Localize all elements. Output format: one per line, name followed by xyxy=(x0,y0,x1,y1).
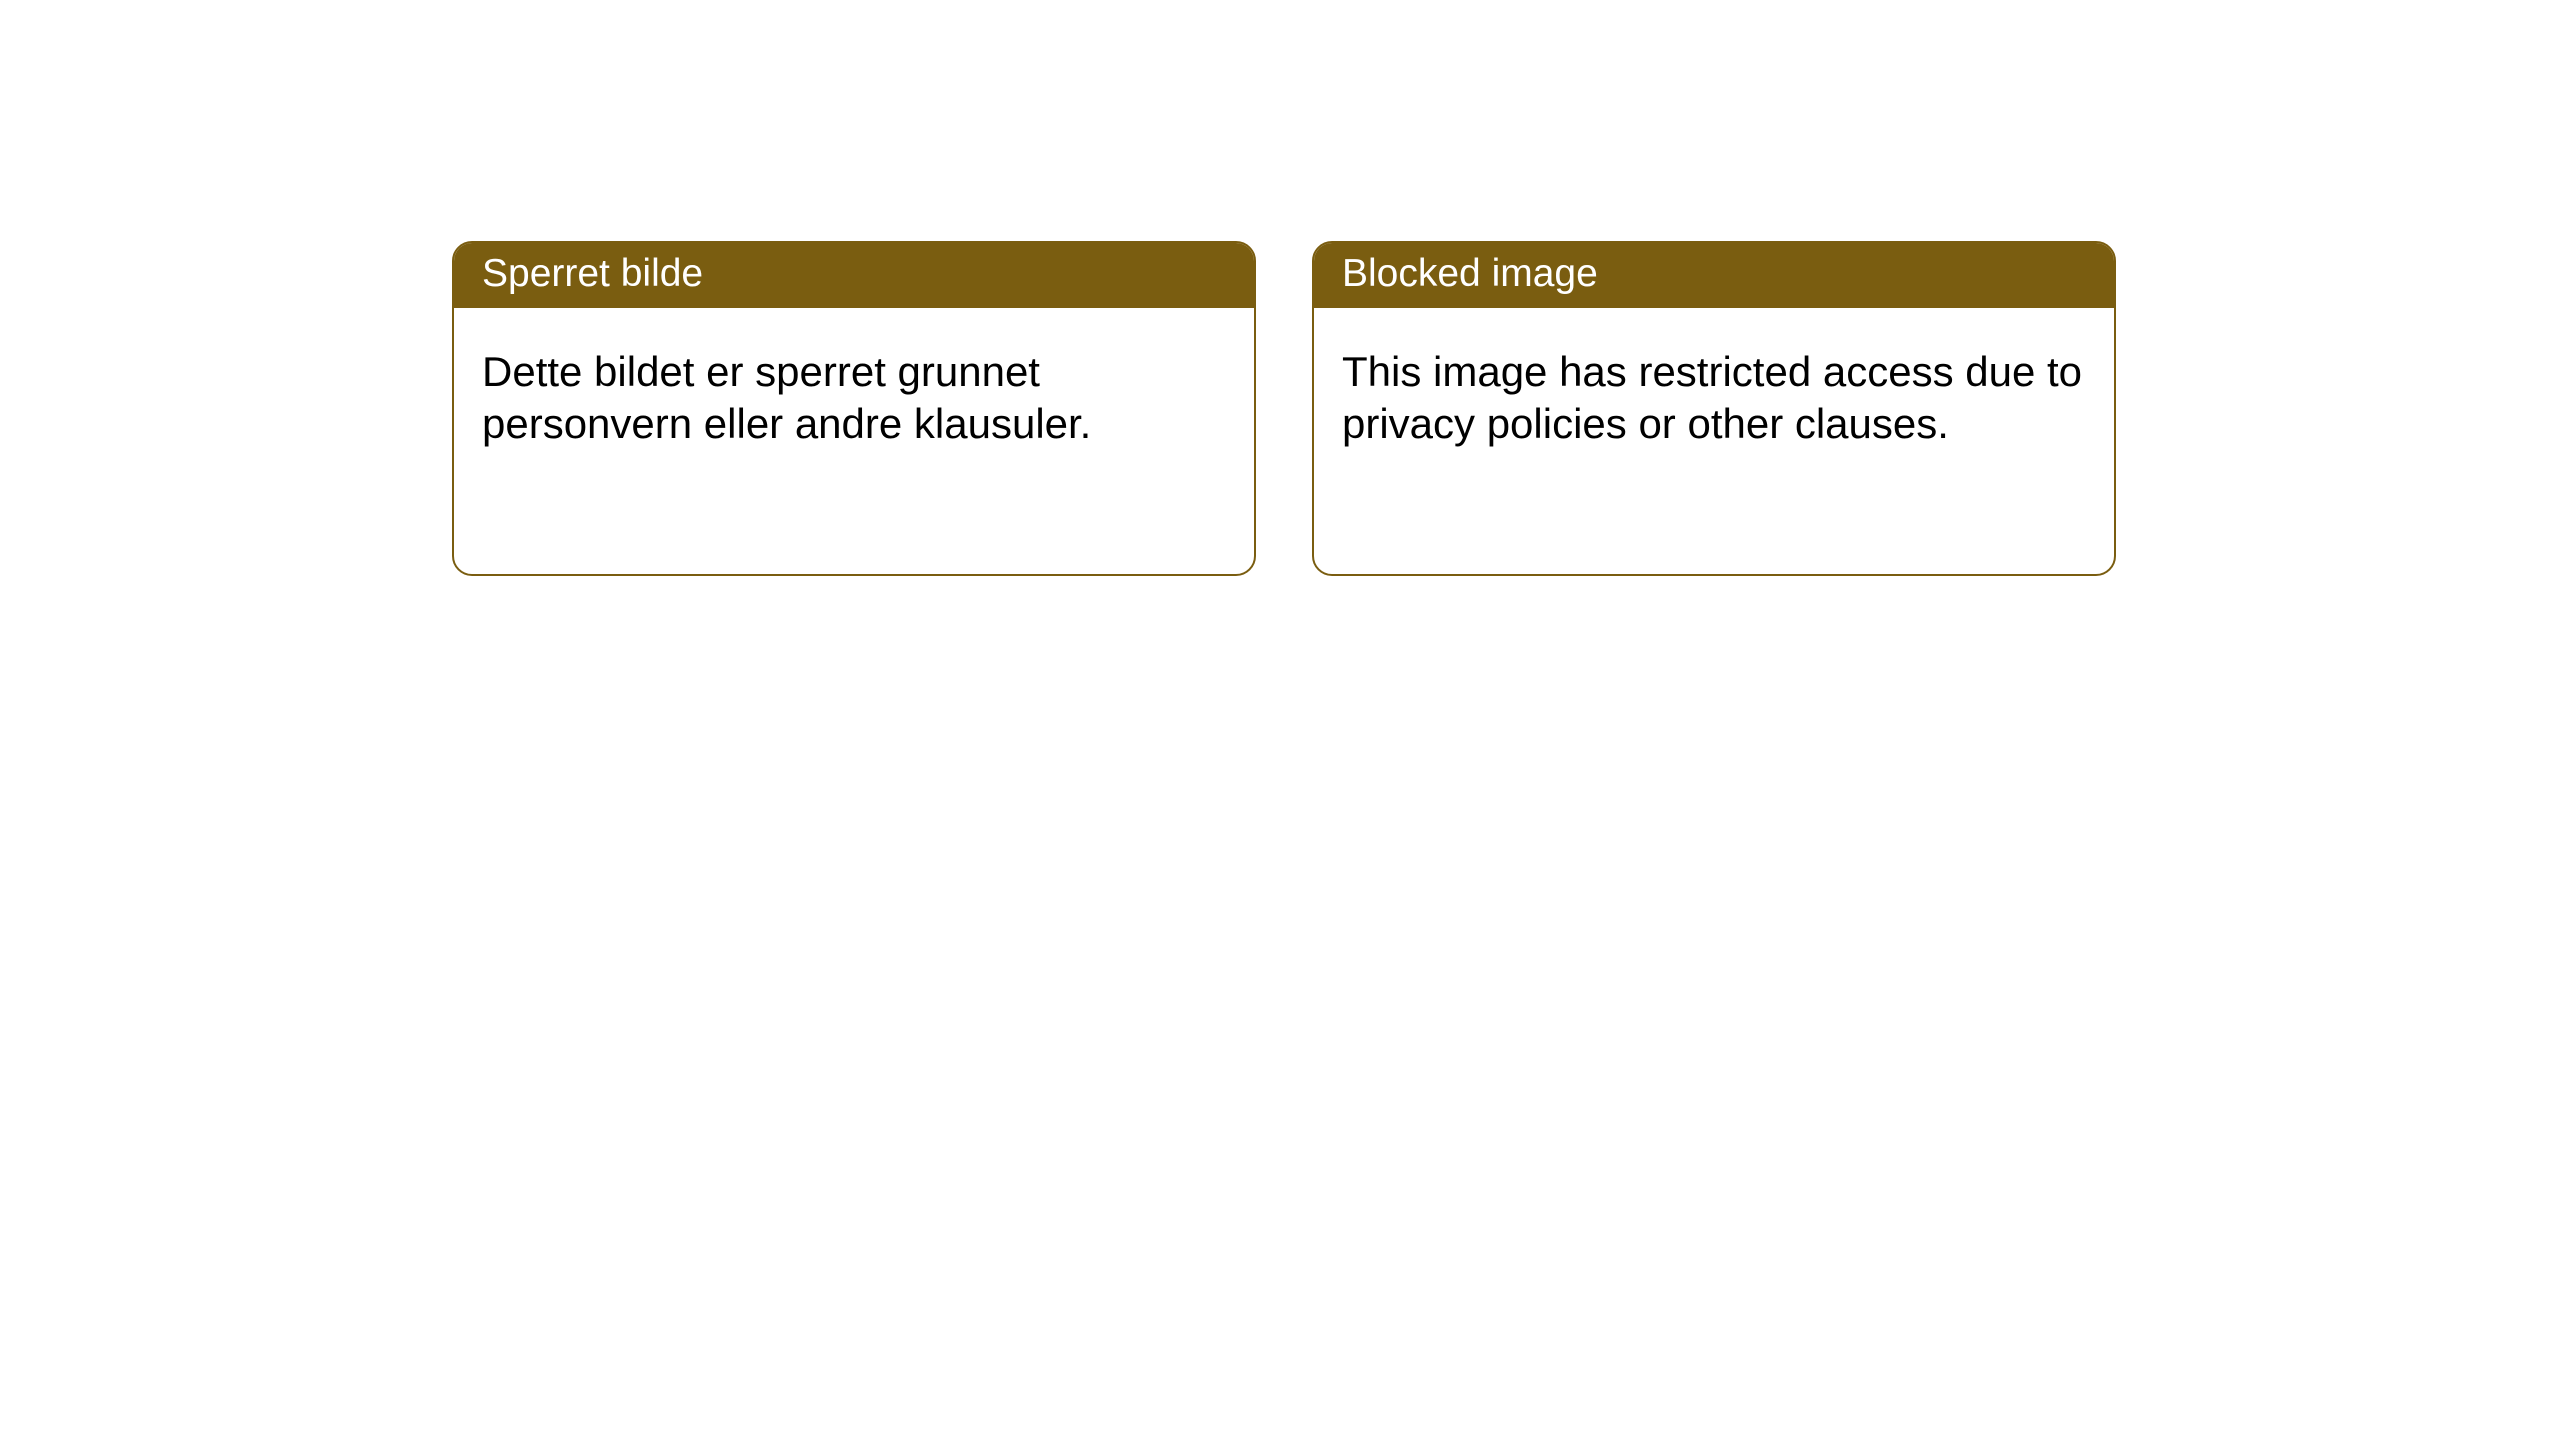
notice-body: This image has restricted access due to … xyxy=(1314,308,2114,489)
notice-body: Dette bildet er sperret grunnet personve… xyxy=(454,308,1254,489)
notice-header: Blocked image xyxy=(1314,243,2114,308)
notice-card-english: Blocked image This image has restricted … xyxy=(1312,241,2116,576)
notice-header: Sperret bilde xyxy=(454,243,1254,308)
notice-container: Sperret bilde Dette bildet er sperret gr… xyxy=(0,0,2560,576)
notice-card-norwegian: Sperret bilde Dette bildet er sperret gr… xyxy=(452,241,1256,576)
